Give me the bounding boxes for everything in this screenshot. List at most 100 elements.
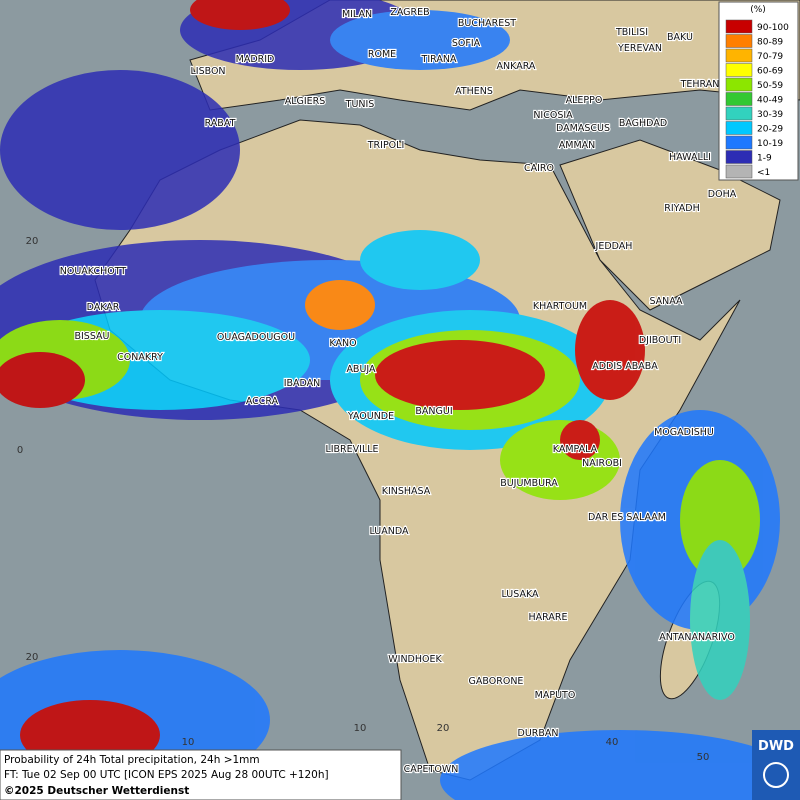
city-label: OUAGADOUGOU (217, 332, 295, 343)
legend-label: 60-69 (757, 67, 783, 77)
city-label: DAKAR (87, 302, 120, 313)
city-label: HAWALLI (669, 152, 711, 163)
city-label: ALGIERS (285, 96, 326, 107)
caption-line: Probability of 24h Total precipitation, … (4, 754, 260, 766)
legend-swatch (725, 106, 753, 121)
precip-area (560, 420, 600, 460)
city-label: ROME (368, 49, 396, 60)
logo-text: DWD (758, 739, 794, 754)
precip-area (375, 340, 545, 410)
city-label: ZAGREB (390, 7, 429, 18)
legend-label: 10-19 (757, 139, 783, 149)
legend-label: 80-89 (757, 38, 783, 48)
legend-unit: (%) (750, 5, 766, 15)
city-label: MADRID (236, 54, 275, 65)
city-label: BUJUMBURA (500, 478, 558, 489)
precip-area (575, 300, 645, 400)
city-label: DOHA (708, 189, 737, 200)
precip-area (190, 0, 290, 30)
precip-area (0, 352, 85, 408)
city-label: LISBON (190, 66, 225, 77)
city-label: GABORONE (469, 676, 524, 687)
city-label: KHARTOUM (533, 301, 587, 312)
city-label: BAGHDAD (619, 118, 667, 129)
city-label: BAKU (667, 32, 693, 43)
city-label: KAMPALA (553, 444, 598, 455)
legend-label: 40-49 (757, 96, 783, 106)
city-label: BISSAU (74, 331, 109, 342)
precip-area (360, 230, 480, 290)
city-label: MAPUTO (535, 690, 576, 701)
city-label: SANAA (649, 296, 683, 307)
precip-area (330, 10, 510, 70)
city-label: KINSHASA (382, 486, 431, 497)
legend: (%) 90-100 80-89 70-79 60-69 50-59 40-49 30-39… (718, 1, 799, 181)
city-label: ANKARA (497, 61, 536, 72)
city-label: TBILISI (615, 27, 648, 38)
city-label: ADDIS ABABA (592, 361, 658, 372)
city-label: MOGADISHU (654, 427, 714, 438)
city-label: TEHRAN (680, 79, 720, 90)
legend-swatch (725, 164, 753, 179)
city-label: BUCHAREST (458, 18, 516, 29)
city-label: YAOUNDE (347, 411, 394, 422)
legend-swatch (725, 121, 753, 135)
city-label: SOFIA (452, 38, 481, 49)
grid-label: 10 (354, 723, 367, 734)
city-label: DAR ES SALAAM (588, 512, 666, 523)
city-label: ABUJA (346, 364, 376, 375)
legend-swatch (725, 48, 753, 63)
legend-label: 90-100 (757, 23, 789, 33)
precip-area (680, 460, 760, 580)
caption-line: ©2025 Deutscher Wetterdienst (4, 785, 189, 797)
legend-label: 70-79 (757, 52, 783, 62)
grid-label: 50 (697, 752, 710, 763)
grid-label: 40 (606, 737, 619, 748)
legend-label: 50-59 (757, 81, 783, 91)
city-labels: MILAN ZAGREB BUCHAREST SOFIA ROME MADRID TIRAN… (59, 6, 738, 776)
city-label: LUSAKA (501, 589, 539, 600)
city-label: HARARE (529, 612, 568, 623)
legend-items: 90-100 80-89 70-79 60-69 50-59 40-49 30-39 20-2… (725, 19, 789, 179)
city-label: JEDDAH (595, 241, 633, 252)
precip-area (0, 70, 240, 230)
city-label: YEREVAN (617, 43, 662, 54)
city-label: DJIBOUTI (639, 335, 681, 346)
city-label: IBADAN (284, 378, 321, 389)
city-label: CONAKRY (117, 352, 163, 363)
city-label: LUANDA (369, 526, 409, 537)
city-label: MILAN (342, 9, 372, 20)
city-label: ALEPPO (566, 95, 603, 106)
logo: DWD (752, 730, 800, 800)
legend-swatch (725, 34, 753, 48)
legend-label: 30-39 (757, 110, 783, 120)
grid-label: 10 (182, 737, 195, 748)
city-label: WINDHOEK (388, 654, 442, 665)
grid-label: 20 (26, 236, 39, 247)
city-label: TRIPOLI (367, 140, 405, 151)
arabia (559, 139, 781, 311)
legend-swatch (725, 77, 753, 92)
logo-icon (763, 762, 789, 788)
city-label: DURBAN (518, 728, 559, 739)
legend-label: <1 (757, 168, 770, 178)
grid-label: 0 (17, 445, 23, 456)
city-label: BANGUI (415, 406, 452, 417)
legend-swatch (725, 19, 753, 34)
city-label: ANTANANARIVO (659, 632, 735, 643)
city-label: RABAT (205, 118, 236, 129)
precip-area (440, 730, 800, 800)
caption-line: FT: Tue 02 Sep 00 UTC [ICON EPS 2025 Aug… (4, 769, 329, 781)
legend-swatch (725, 150, 753, 164)
precip-area (305, 280, 375, 330)
city-label: TIRANA (421, 54, 457, 65)
legend-label: 1-9 (757, 154, 772, 164)
grid-label: 20 (26, 652, 39, 663)
city-label: ACCRA (246, 396, 279, 407)
city-label: CAIRO (524, 163, 554, 174)
grid-labels: 20 0 20 10 10 20 40 50 (17, 236, 710, 763)
city-label: KANO (329, 338, 356, 349)
city-label: NOUAKCHOTT (60, 266, 127, 277)
